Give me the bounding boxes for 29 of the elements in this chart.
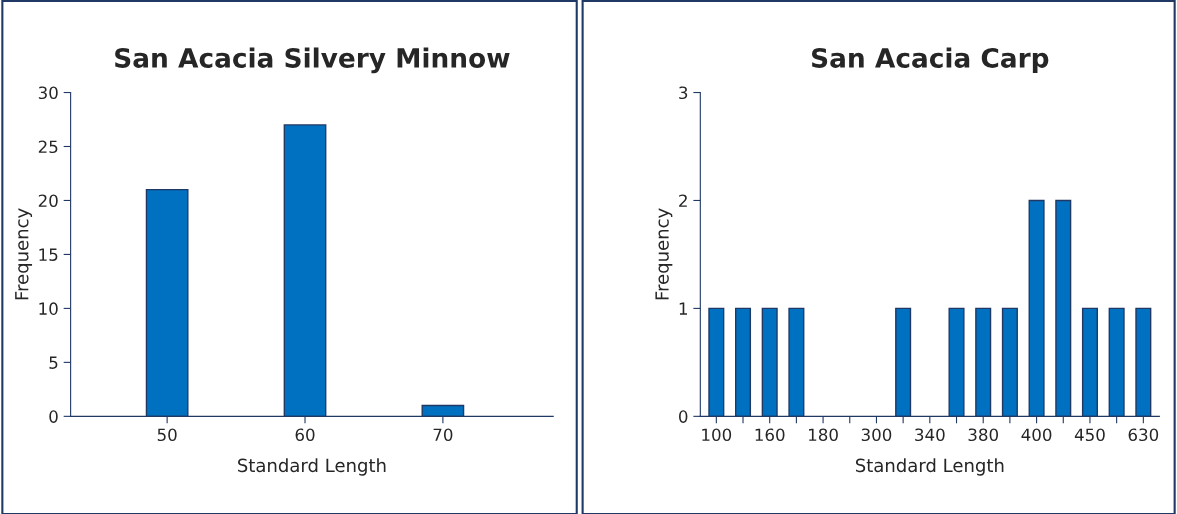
y-tick-label: 1 (679, 302, 687, 315)
y-tick-label: 20 (38, 194, 58, 208)
x-tick-label: 340 (915, 428, 945, 442)
y-axis-title: Frequency (15, 208, 33, 300)
x-tick-label: 450 (1074, 428, 1105, 442)
x-tick-label: 50 (157, 428, 177, 442)
x-tick-label: 380 (968, 428, 998, 442)
chart-title: San Acacia Carp (812, 47, 1049, 74)
x-tick-label: 160 (755, 428, 785, 442)
y-tick-label: 15 (39, 248, 58, 261)
x-tick-label: 70 (433, 428, 453, 442)
x-tick-label: 630 (1128, 428, 1159, 442)
x-tick-label: 180 (809, 428, 838, 442)
y-tick-label: 3 (679, 86, 688, 100)
y-tick-label: 0 (679, 410, 688, 423)
x-tick-label: 400 (1021, 428, 1052, 442)
y-tick-label: 25 (38, 140, 58, 154)
x-tick-label: 60 (295, 428, 315, 442)
y-axis-title: Frequency (655, 208, 673, 300)
x-axis-title: Standard Length (855, 458, 1004, 476)
y-tick-label: 5 (49, 356, 58, 369)
x-tick-label: 300 (861, 428, 892, 442)
y-tick-label: 2 (679, 194, 687, 207)
chart-title: San Acacia Silvery Minnow (115, 47, 510, 74)
y-tick-label: 0 (49, 410, 58, 423)
x-axis-title: Standard Length (238, 458, 386, 476)
x-tick-label: 100 (702, 428, 732, 442)
y-tick-label: 10 (39, 302, 58, 315)
y-tick-label: 30 (38, 86, 58, 100)
